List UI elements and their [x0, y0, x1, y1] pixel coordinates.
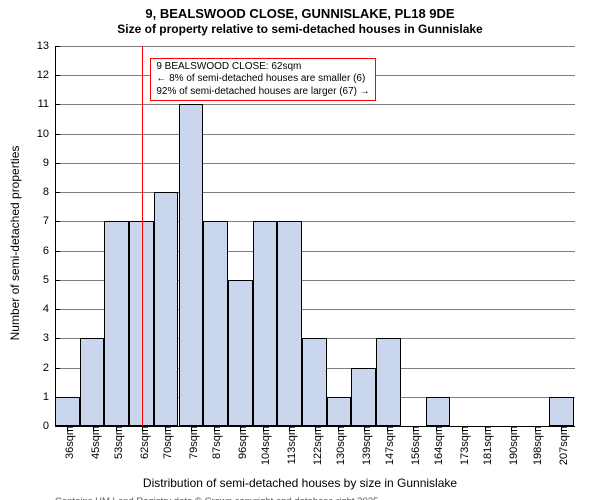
y-tick-label: 12: [37, 69, 55, 81]
histogram-bar: [104, 221, 129, 426]
gridline: [55, 134, 575, 135]
y-axis-label: Number of semi-detached properties: [8, 48, 22, 243]
histogram-bar: [302, 338, 327, 426]
histogram-bar: [277, 221, 302, 426]
x-tick-label: 70sqm: [156, 426, 174, 459]
x-tick-label: 113sqm: [280, 426, 298, 464]
gridline: [55, 163, 575, 164]
x-tick-label: 36sqm: [58, 426, 76, 459]
histogram-bar: [55, 397, 80, 426]
histogram-bar: [327, 397, 352, 426]
x-axis-label: Distribution of semi-detached houses by …: [0, 476, 600, 490]
gridline: [55, 192, 575, 193]
annotation-line3: 92% of semi-detached houses are larger (…: [156, 86, 369, 99]
histogram-bar: [179, 104, 204, 426]
annotation-line2: ← 8% of semi-detached houses are smaller…: [156, 73, 369, 86]
y-tick-label: 11: [38, 98, 55, 110]
data-credit: Contains HM Land Registry data © Crown c…: [55, 496, 418, 500]
y-tick-label: 5: [43, 274, 55, 286]
annotation-box: 9 BEALSWOOD CLOSE: 62sqm← 8% of semi-det…: [150, 58, 375, 102]
y-tick-label: 2: [43, 362, 55, 374]
histogram-bar: [154, 192, 179, 426]
histogram-bar: [228, 280, 253, 426]
gridline: [55, 46, 575, 47]
y-tick-label: 6: [43, 245, 55, 257]
gridline: [55, 104, 575, 105]
x-tick-label: 122sqm: [306, 426, 324, 465]
y-tick-label: 13: [37, 40, 55, 52]
y-tick-label: 9: [43, 157, 55, 169]
histogram-bar: [549, 397, 574, 426]
histogram-bar: [253, 221, 278, 426]
histogram-bar: [80, 338, 105, 426]
histogram-bar: [203, 221, 228, 426]
histogram-bar: [376, 338, 401, 426]
histogram-bar: [426, 397, 451, 426]
chart-title-line2: Size of property relative to semi-detach…: [0, 22, 600, 37]
x-tick-label: 130sqm: [329, 426, 347, 465]
y-tick-label: 7: [43, 215, 55, 227]
y-tick-label: 1: [43, 391, 55, 403]
x-tick-label: 173sqm: [453, 426, 471, 465]
x-tick-label: 164sqm: [427, 426, 445, 465]
chart-container: { "title": { "line1": "9, BEALSWOOD CLOS…: [0, 0, 600, 500]
y-tick-label: 3: [43, 332, 55, 344]
chart-title-line1: 9, BEALSWOOD CLOSE, GUNNISLAKE, PL18 9DE: [0, 0, 600, 22]
x-tick-label: 181sqm: [476, 426, 494, 465]
x-tick-label: 190sqm: [502, 426, 520, 465]
x-tick-label: 139sqm: [355, 426, 373, 465]
x-tick-label: 87sqm: [205, 426, 223, 459]
reference-marker-line: [142, 46, 143, 426]
x-tick-label: 45sqm: [84, 426, 102, 459]
x-tick-label: 156sqm: [404, 426, 422, 465]
x-tick-label: 147sqm: [378, 426, 396, 465]
y-tick-label: 4: [43, 303, 55, 315]
histogram-bar: [351, 368, 376, 426]
x-tick-label: 104sqm: [254, 426, 272, 465]
x-tick-label: 207sqm: [552, 426, 570, 465]
x-tick-label: 96sqm: [231, 426, 249, 459]
annotation-line1: 9 BEALSWOOD CLOSE: 62sqm: [156, 61, 369, 74]
y-axis-line: [55, 46, 56, 426]
x-tick-label: 62sqm: [133, 426, 151, 459]
y-tick-label: 10: [37, 128, 55, 140]
x-tick-label: 53sqm: [107, 426, 125, 459]
plot-area: 01234567891011121336sqm45sqm53sqm62sqm70…: [55, 46, 575, 426]
x-tick-label: 79sqm: [182, 426, 200, 459]
x-axis-line: [55, 426, 575, 427]
y-tick-label: 0: [43, 420, 55, 432]
credit-line1: Contains HM Land Registry data © Crown c…: [55, 496, 418, 500]
y-tick-label: 8: [43, 186, 55, 198]
x-tick-label: 198sqm: [526, 426, 544, 465]
